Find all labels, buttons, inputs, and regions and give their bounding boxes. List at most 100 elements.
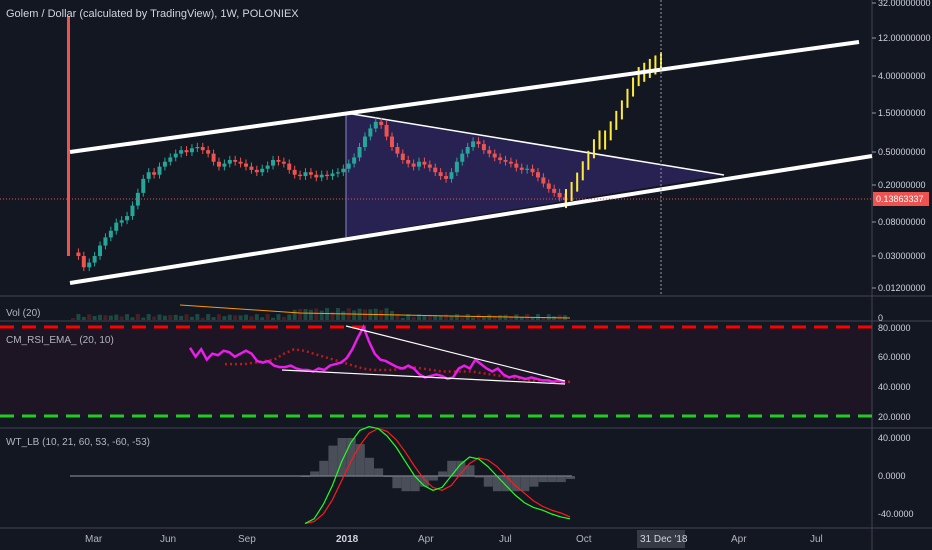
volume-bar xyxy=(254,314,259,320)
candle xyxy=(422,161,427,165)
candle xyxy=(400,153,405,160)
volume-bar xyxy=(508,315,513,320)
x-tick-label: Jul xyxy=(810,534,823,545)
wt-histogram-bar xyxy=(465,465,475,476)
volume-bar xyxy=(400,317,405,320)
wt-histogram-bar xyxy=(566,476,575,480)
candle xyxy=(417,161,422,167)
candle xyxy=(552,188,557,193)
rsi-pane[interactable]: CM_RSI_EMA_ (20, 10) 80.0000 60.0000 40.… xyxy=(0,323,911,422)
y-tick-label: 0.08000000 xyxy=(878,217,926,227)
candle xyxy=(335,172,340,174)
volume-bar xyxy=(87,314,92,320)
wt-histogram-bar xyxy=(529,476,539,487)
wavetrend-pane[interactable]: WT_LB (10, 21, 60, 53, -60, -53) 40.0000… xyxy=(6,425,914,525)
candle xyxy=(449,172,454,179)
rsi-tick-label: 60.0000 xyxy=(878,352,911,362)
volume-bar xyxy=(179,315,184,320)
candle xyxy=(508,161,513,164)
volume-bar xyxy=(76,314,81,320)
candle xyxy=(206,150,211,154)
wt-histogram-bar xyxy=(419,476,429,487)
time-axis[interactable]: Mar Jun Sep 2018 Apr Jul Oct 31 Dec '18 … xyxy=(85,530,823,548)
channel-upper-line[interactable] xyxy=(69,40,860,154)
candle xyxy=(168,157,173,162)
candle xyxy=(157,166,162,175)
rsi-title: CM_RSI_EMA_ (20, 10) xyxy=(6,335,114,346)
x-tick-label: 2018 xyxy=(336,534,359,545)
candle xyxy=(314,174,319,178)
wt-histogram-bar xyxy=(492,476,502,492)
volume-bar xyxy=(244,314,249,320)
volume-bar xyxy=(460,317,465,320)
volume-title: Vol (20) xyxy=(6,308,40,319)
volume-bar xyxy=(465,314,470,320)
candle xyxy=(146,172,151,179)
volume-bar xyxy=(395,314,400,320)
candle xyxy=(135,192,140,206)
volume-bar xyxy=(238,315,243,320)
volume-bar xyxy=(352,310,357,320)
volume-bar xyxy=(541,317,546,320)
volume-bar xyxy=(125,314,130,320)
volume-bar xyxy=(157,314,162,320)
candle xyxy=(195,147,200,149)
candle xyxy=(281,161,286,164)
candle xyxy=(308,172,313,175)
candle xyxy=(81,256,86,268)
candle xyxy=(530,168,535,173)
candle xyxy=(260,168,265,173)
volume-bar xyxy=(162,315,167,320)
candle xyxy=(368,128,373,137)
volume-bar xyxy=(325,308,330,320)
volume-bar xyxy=(114,314,119,320)
candle xyxy=(287,163,292,170)
wt-histogram-bar xyxy=(547,476,557,483)
candle xyxy=(189,148,194,153)
candle xyxy=(244,163,249,167)
volume-bar xyxy=(71,318,75,320)
volume-bar xyxy=(81,316,86,320)
main-chart-title: Golem / Dollar (calculated by TradingVie… xyxy=(6,8,299,20)
volume-bar xyxy=(422,315,427,320)
volume-bar xyxy=(449,316,454,320)
volume-bar xyxy=(200,317,205,320)
wt-histogram-bar xyxy=(364,457,374,476)
x-tick-label: Jul xyxy=(499,534,512,545)
volume-bar xyxy=(152,316,157,320)
volume-pane[interactable]: Vol (20) 0 xyxy=(6,304,883,323)
candle xyxy=(108,230,113,238)
volume-bar xyxy=(471,317,476,320)
x-tick-label: Sep xyxy=(238,534,256,545)
volume-bar xyxy=(444,314,449,320)
crosshair-date-label: 31 Dec '18 xyxy=(640,534,688,545)
candle xyxy=(541,177,546,184)
volume-bar xyxy=(341,311,346,320)
candle xyxy=(238,161,243,164)
candle xyxy=(162,161,167,167)
last-price-badge xyxy=(873,192,929,206)
volume-bar xyxy=(222,316,227,320)
candle xyxy=(216,161,221,167)
candle xyxy=(330,173,335,177)
channel-lower-line[interactable] xyxy=(69,154,873,285)
volume-bar xyxy=(271,317,276,320)
wt-tick-label: 0.0000 xyxy=(878,471,906,481)
x-tick-label: Apr xyxy=(731,534,747,545)
candle xyxy=(119,220,124,223)
candle xyxy=(98,245,103,256)
wt-histogram-bar xyxy=(301,476,310,477)
volume-bar xyxy=(417,314,422,320)
volume-bar xyxy=(130,317,135,320)
price-axis[interactable]: 32.00000000 12.00000000 4.00000000 1.500… xyxy=(872,0,931,293)
candle xyxy=(454,161,459,173)
wt-tick-label: 40.0000 xyxy=(878,433,911,443)
price-pane[interactable]: Golem / Dollar (calculated by TradingVie… xyxy=(0,0,873,296)
volume-zero-label: 0 xyxy=(878,313,883,323)
volume-bar xyxy=(330,311,335,320)
volume-bar xyxy=(227,314,232,320)
rsi-tick-label: 40.0000 xyxy=(878,382,911,392)
volume-bar xyxy=(492,315,497,320)
candle xyxy=(557,192,562,198)
